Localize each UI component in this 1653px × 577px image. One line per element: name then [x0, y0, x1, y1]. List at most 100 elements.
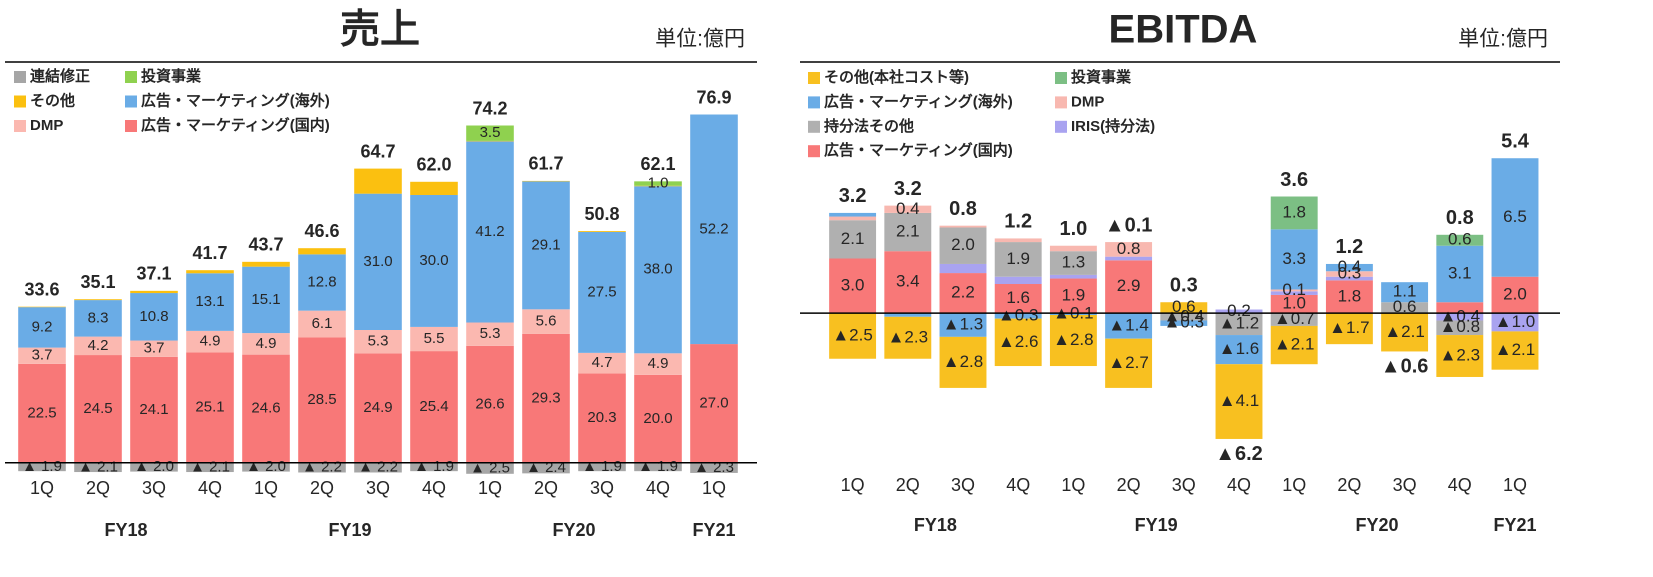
bar-segment: [18, 363, 66, 463]
bar-segment: [242, 333, 290, 355]
legend-label: その他(本社コスト等): [824, 68, 969, 86]
x-tick-label: 1Q: [30, 478, 54, 498]
total-label: 76.9: [696, 87, 731, 107]
legend-swatch: [808, 120, 820, 133]
x-tick-label: 1Q: [254, 478, 278, 498]
legend-label: DMP: [1071, 93, 1104, 110]
data-label: ▲2.1: [1384, 322, 1424, 341]
chart-title: EBITDA: [1109, 8, 1258, 52]
legend-label: その他: [30, 91, 75, 109]
x-tick-label: 1Q: [1503, 475, 1527, 495]
bar-segment: [994, 313, 1042, 319]
data-label: ▲ 2.1: [78, 458, 118, 475]
total-label: 0.8: [949, 198, 977, 220]
bar-segment: [186, 270, 234, 274]
group-label: FY18: [914, 515, 957, 535]
bar-segment: [466, 462, 514, 474]
bar-segment: [1325, 263, 1373, 272]
data-label: ▲ 2.0: [246, 458, 286, 475]
bar-segment: [298, 337, 346, 463]
bar-segment: [1325, 276, 1373, 281]
bar-segment: [130, 293, 178, 341]
data-label: ▲ 1.9: [414, 458, 454, 475]
bar-segment: [242, 261, 290, 267]
bar-segment: [1381, 313, 1429, 352]
data-label: 27.5: [587, 283, 616, 300]
bar-segment: [130, 462, 178, 472]
data-label: ▲2.7: [1108, 353, 1148, 372]
bar-segment: [1049, 314, 1097, 367]
bar-segment: [1491, 331, 1539, 370]
data-label: 29.1: [531, 236, 560, 253]
data-label: 20.3: [587, 409, 616, 426]
data-label: ▲0.4: [1164, 306, 1204, 325]
data-label: 5.3: [480, 325, 501, 342]
x-tick-label: 3Q: [1393, 475, 1417, 495]
bar-segment: [242, 462, 290, 472]
bar-segment: [1215, 335, 1263, 365]
bar-segment: [634, 462, 682, 472]
data-label: 10.8: [139, 308, 168, 325]
bar-segment: [1325, 280, 1373, 314]
data-label: 31.0: [363, 253, 392, 270]
bar-segment: [186, 462, 234, 473]
data-label: 22.5: [27, 404, 56, 421]
unit-label: 単位:億円: [1458, 28, 1548, 51]
data-label: 4.2: [88, 337, 109, 354]
bar-segment: [1160, 313, 1208, 321]
data-label: ▲ 2.4: [526, 459, 566, 476]
data-label: 1.1: [1393, 282, 1417, 301]
bar-segment: [1105, 260, 1153, 314]
total-label: 1.0: [1059, 218, 1087, 240]
data-label: 1.3: [1062, 253, 1086, 272]
bar-segment: [829, 258, 877, 314]
bar-segment: [578, 462, 626, 472]
bar-segment: [74, 355, 122, 463]
legend-swatch: [808, 72, 820, 84]
x-tick-label: 3Q: [366, 478, 390, 498]
x-tick-label: 3Q: [1172, 475, 1196, 495]
data-label: ▲1.7: [1329, 318, 1369, 337]
bar-segment: [1049, 278, 1097, 314]
data-label: 3.3: [1282, 249, 1306, 268]
legend-label: 投資事業: [141, 67, 202, 85]
data-label: 15.1: [251, 291, 280, 308]
total-label: 0.8: [1446, 207, 1474, 229]
bar-segment: [1270, 291, 1318, 295]
data-label: 24.9: [363, 399, 392, 416]
bar-segment: [186, 273, 234, 331]
legend-swatch: [1055, 96, 1067, 109]
bar-segment: [354, 329, 402, 354]
x-tick-label: 4Q: [422, 478, 446, 498]
bar-segment: [1381, 302, 1429, 314]
data-label: ▲ 1.9: [638, 458, 678, 475]
data-label: ▲ 2.3: [694, 459, 734, 476]
chart-title: 売上: [340, 8, 420, 52]
bar-segment: [1325, 313, 1373, 345]
data-label: ▲0.3: [998, 305, 1038, 324]
bar-segment: [884, 212, 932, 252]
bar-segment: [410, 194, 458, 327]
total-label: 1.2: [1335, 236, 1363, 258]
bar-segment: [829, 212, 877, 217]
bar-segment: [298, 248, 346, 255]
total-label: ▲6.2: [1215, 443, 1263, 465]
bar-segment: [410, 326, 458, 352]
bar-segment: [939, 313, 987, 337]
bar-segment: [522, 309, 570, 334]
legend-swatch: [808, 145, 820, 158]
data-label: 1.8: [1338, 286, 1362, 305]
legend-swatch: [1055, 120, 1067, 133]
bar-segment: [994, 276, 1042, 285]
bar-segment: [18, 462, 66, 472]
group-label: FY20: [552, 520, 595, 540]
bar-segment: [939, 336, 987, 388]
data-label: 5.5: [424, 330, 445, 347]
total-label: 62.0: [416, 155, 451, 175]
bar-segment: [242, 266, 290, 334]
data-label: 24.6: [251, 400, 280, 417]
bar-segment: [829, 216, 877, 221]
bar-segment: [690, 114, 738, 345]
bar-segment: [130, 290, 178, 294]
total-label: 33.6: [24, 279, 59, 299]
